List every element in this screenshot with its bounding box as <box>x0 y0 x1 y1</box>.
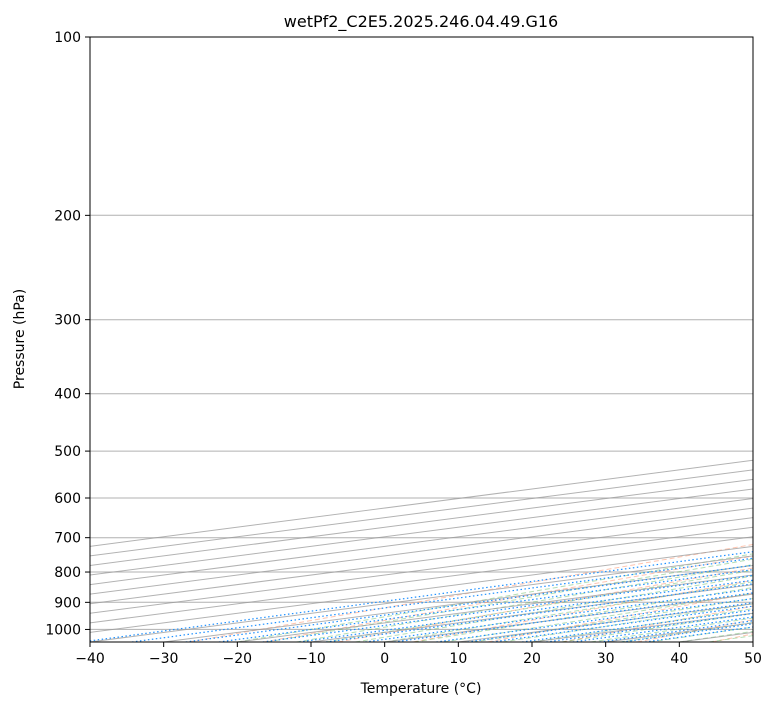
chart-title: wetPf2_C2E5.2025.246.04.49.G16 <box>284 12 558 32</box>
moist-adiabat <box>355 575 753 642</box>
x-axis-title: Temperature (°C) <box>360 681 482 697</box>
x-tick-label: −30 <box>149 651 179 667</box>
dry-adiabat <box>263 555 753 642</box>
plot-frame <box>89 36 754 643</box>
mixing-ratio-line <box>326 583 753 642</box>
isotherm-line <box>90 507 753 595</box>
pressure-gridlines <box>90 37 753 630</box>
isotherm-line <box>90 498 753 586</box>
y-tick-label: 200 <box>54 208 81 224</box>
isotherm-line <box>90 478 753 566</box>
mixing-ratio-line <box>262 574 753 642</box>
y-axis-title: Pressure (hPa) <box>12 289 28 389</box>
mixing-ratio-line <box>365 588 753 642</box>
y-tick-label: 700 <box>54 531 81 547</box>
isotherm-line <box>752 641 753 642</box>
y-tick-label: 800 <box>54 565 81 581</box>
moist-adiabat <box>266 558 753 642</box>
isotherm-line <box>90 469 753 557</box>
y-axis-ticks: 100 200 300 400 500 600 700 800 900 1000 <box>45 30 90 638</box>
x-tick-label: 0 <box>380 651 389 667</box>
mixing-ratio-lines <box>90 551 753 642</box>
x-axis-ticks: −40 −30 −20 −10 0 10 20 30 40 50 <box>75 642 762 667</box>
x-tick-label: 40 <box>670 651 688 667</box>
dry-adiabat <box>188 544 753 642</box>
y-tick-label: 500 <box>54 444 81 460</box>
dry-adiabat <box>412 579 753 642</box>
moist-adiabat <box>237 553 753 642</box>
y-tick-label: 900 <box>54 595 81 611</box>
isotherm-line <box>90 536 753 624</box>
x-tick-label: 50 <box>744 651 762 667</box>
x-tick-label: −20 <box>223 651 253 667</box>
moist-adiabat <box>414 586 753 642</box>
x-tick-label: 30 <box>597 651 615 667</box>
y-tick-label: 1000 <box>45 622 81 638</box>
isotherm-line <box>90 517 753 605</box>
isotherm-line <box>90 459 753 547</box>
y-tick-label: 400 <box>54 387 81 403</box>
moist-adiabat <box>473 598 753 642</box>
y-tick-label: 300 <box>54 313 81 329</box>
isotherm-line <box>90 526 753 614</box>
x-tick-label: −10 <box>296 651 326 667</box>
mixing-ratio-line <box>299 579 753 642</box>
moist-adiabat <box>296 564 753 642</box>
x-tick-label: 20 <box>523 651 541 667</box>
y-tick-label: 100 <box>54 30 81 46</box>
x-tick-label: −40 <box>75 651 105 667</box>
x-tick-label: 10 <box>449 651 467 667</box>
moist-adiabats <box>237 553 753 642</box>
y-tick-label: 600 <box>54 491 81 507</box>
dry-adiabats <box>188 544 753 642</box>
isotherm-line <box>90 488 753 576</box>
isotherm-lines <box>90 459 753 642</box>
